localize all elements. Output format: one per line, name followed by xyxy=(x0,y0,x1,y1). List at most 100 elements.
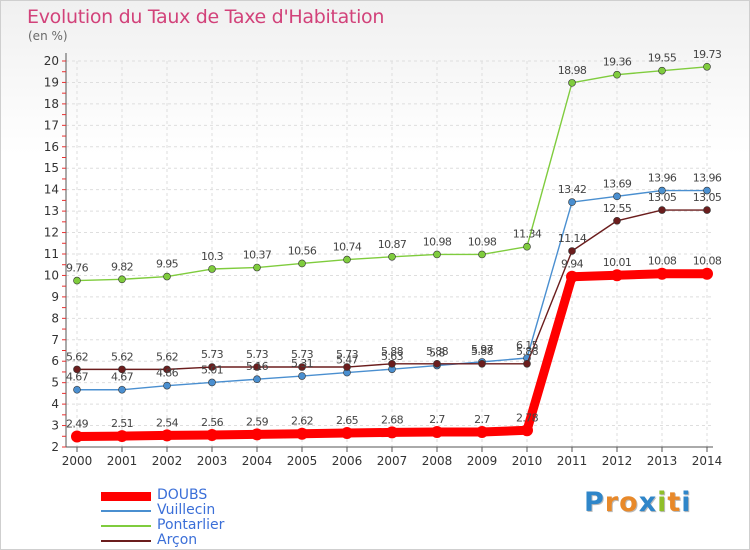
data-label: 4.67 xyxy=(111,371,134,384)
data-point xyxy=(251,428,263,441)
data-label: 10.37 xyxy=(243,249,272,262)
legend-label: Pontarlier xyxy=(157,517,225,533)
y-tick-label: 5 xyxy=(51,376,59,390)
data-label: 2.49 xyxy=(66,417,89,430)
data-label: 10.87 xyxy=(378,238,407,251)
data-point xyxy=(523,359,531,368)
data-label: 5.88 xyxy=(381,345,404,358)
data-label: 5.88 xyxy=(426,345,449,358)
y-tick-label: 12 xyxy=(44,226,59,240)
data-point xyxy=(206,428,218,441)
logo-letter: i xyxy=(657,487,668,518)
data-label: 13.42 xyxy=(558,183,587,196)
data-point xyxy=(658,206,666,214)
data-point xyxy=(478,250,486,259)
data-point xyxy=(433,359,441,368)
data-point xyxy=(433,250,441,259)
data-point xyxy=(388,359,396,368)
y-tick-label: 3 xyxy=(51,419,59,433)
x-tick-label: 2008 xyxy=(422,454,453,468)
data-label: 5.8 xyxy=(429,347,445,360)
legend-swatch xyxy=(101,510,151,512)
data-label: 5.73 xyxy=(246,348,269,361)
y-tick-label: 9 xyxy=(51,290,59,304)
data-label: 6.15 xyxy=(516,339,539,352)
x-tick-label: 2007 xyxy=(377,454,408,468)
y-tick-label: 4 xyxy=(51,397,59,411)
data-point xyxy=(73,365,81,374)
data-point xyxy=(613,216,621,225)
data-point xyxy=(611,269,623,282)
x-tick-label: 2001 xyxy=(107,454,138,468)
data-label: 2.78 xyxy=(516,411,539,424)
data-point xyxy=(73,385,81,394)
data-point xyxy=(163,272,171,281)
y-tick-label: 2 xyxy=(51,440,59,454)
data-point xyxy=(431,425,443,438)
data-point xyxy=(116,430,128,443)
data-point xyxy=(296,427,308,440)
data-point xyxy=(298,259,306,268)
logo-letter: r xyxy=(604,487,620,518)
data-label: 9.76 xyxy=(66,262,89,275)
data-label: 10.98 xyxy=(423,235,452,248)
data-label: 10.08 xyxy=(693,255,722,268)
data-label: 13.96 xyxy=(648,172,677,185)
logo-letter: x xyxy=(638,487,658,518)
data-point xyxy=(568,247,576,255)
data-point xyxy=(253,375,261,384)
data-point xyxy=(568,79,576,87)
data-point xyxy=(478,359,486,368)
data-label: 11.34 xyxy=(513,228,542,241)
data-label: 5.73 xyxy=(201,348,224,361)
data-label: 5.62 xyxy=(111,350,133,363)
data-label: 2.7 xyxy=(474,413,490,426)
x-tick-label: 2003 xyxy=(197,454,228,468)
data-label: 9.95 xyxy=(156,258,179,271)
data-point xyxy=(386,426,398,439)
data-label: 18.98 xyxy=(558,64,587,77)
data-point xyxy=(298,363,306,371)
data-point xyxy=(703,186,711,195)
y-tick-label: 17 xyxy=(44,118,59,132)
y-tick-label: 13 xyxy=(44,204,59,218)
data-label: 5.47 xyxy=(336,354,359,367)
data-point xyxy=(523,242,531,251)
data-label: 19.36 xyxy=(603,56,632,69)
y-tick-label: 6 xyxy=(51,354,59,368)
data-label: 2.65 xyxy=(336,414,359,427)
data-label: 5.97 xyxy=(471,343,494,356)
y-tick-label: 16 xyxy=(44,140,59,154)
data-point xyxy=(388,252,396,261)
x-tick-label: 2009 xyxy=(467,454,498,468)
y-tick-label: 7 xyxy=(51,333,59,347)
data-label: 4.67 xyxy=(66,371,89,384)
data-point xyxy=(73,276,81,285)
data-point xyxy=(703,206,711,214)
data-label: 9.94 xyxy=(561,258,584,271)
data-point xyxy=(298,372,306,380)
data-point xyxy=(118,275,126,284)
x-tick-label: 2012 xyxy=(602,454,633,468)
data-point xyxy=(613,70,621,79)
x-tick-label: 2006 xyxy=(332,454,363,468)
x-tick-label: 2002 xyxy=(152,454,183,468)
data-point xyxy=(163,381,171,390)
x-tick-label: 2014 xyxy=(692,454,723,468)
data-label: 2.51 xyxy=(111,417,133,430)
proxiti-logo: Proxiti xyxy=(584,487,692,518)
y-tick-label: 10 xyxy=(44,268,59,282)
data-label: 10.08 xyxy=(648,255,677,268)
legend-label: Arçon xyxy=(157,532,198,548)
data-label: 5.88 xyxy=(516,345,539,358)
y-tick-label: 18 xyxy=(44,97,59,111)
data-label: 19.55 xyxy=(648,52,677,65)
data-label: 2.54 xyxy=(156,416,179,429)
data-label: 5.01 xyxy=(201,363,223,376)
logo-letter: t xyxy=(667,487,682,518)
data-label: 9.82 xyxy=(111,260,133,273)
data-point xyxy=(658,66,666,75)
y-tick-label: 11 xyxy=(44,247,59,261)
